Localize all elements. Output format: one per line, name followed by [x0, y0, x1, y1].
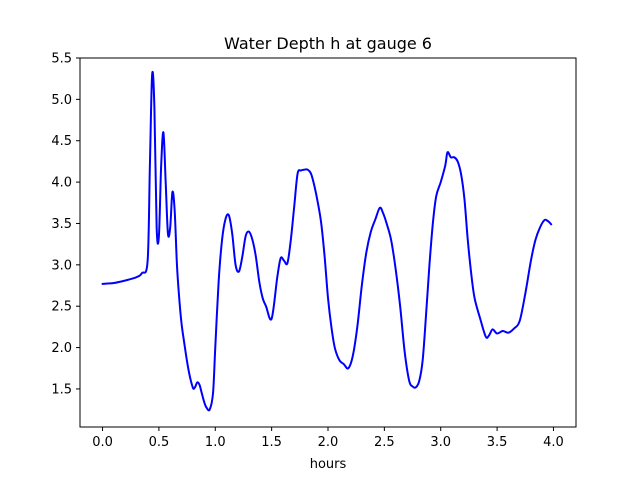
y-tick-label: 5.5	[51, 52, 72, 67]
y-tick-label: 2.5	[51, 300, 72, 315]
y-tick-label: 5.0	[51, 93, 72, 108]
x-tick-label: 1.0	[205, 435, 226, 450]
x-tick-label: 1.5	[261, 435, 282, 450]
y-tick-label: 3.5	[51, 217, 72, 232]
y-tick-label: 2.0	[51, 341, 72, 356]
chart-title: Water Depth h at gauge 6	[224, 34, 432, 53]
x-tick-label: 0.0	[92, 435, 113, 450]
y-tick-label: 3.0	[51, 258, 72, 273]
x-tick-label: 3.5	[487, 435, 508, 450]
x-tick-label: 2.5	[374, 435, 395, 450]
x-tick-label: 0.5	[149, 435, 170, 450]
x-axis: 0.0 0.5 1.0 1.5 2.0 2.5 3.0 3.5 4.0	[92, 427, 564, 450]
x-tick-label: 2.0	[318, 435, 339, 450]
x-tick-label: 4.0	[543, 435, 564, 450]
series-line	[101, 71, 553, 412]
y-tick-label: 4.0	[51, 176, 72, 191]
y-axis: 1.5 2.0 2.5 3.0 3.5 4.0 4.5 5.0 5.5	[51, 52, 80, 397]
y-tick-label: 1.5	[51, 382, 72, 397]
plot-area	[79, 57, 577, 428]
x-tick-label: 3.0	[430, 435, 451, 450]
x-axis-label: hours	[310, 457, 347, 472]
y-tick-label: 4.5	[51, 134, 72, 149]
